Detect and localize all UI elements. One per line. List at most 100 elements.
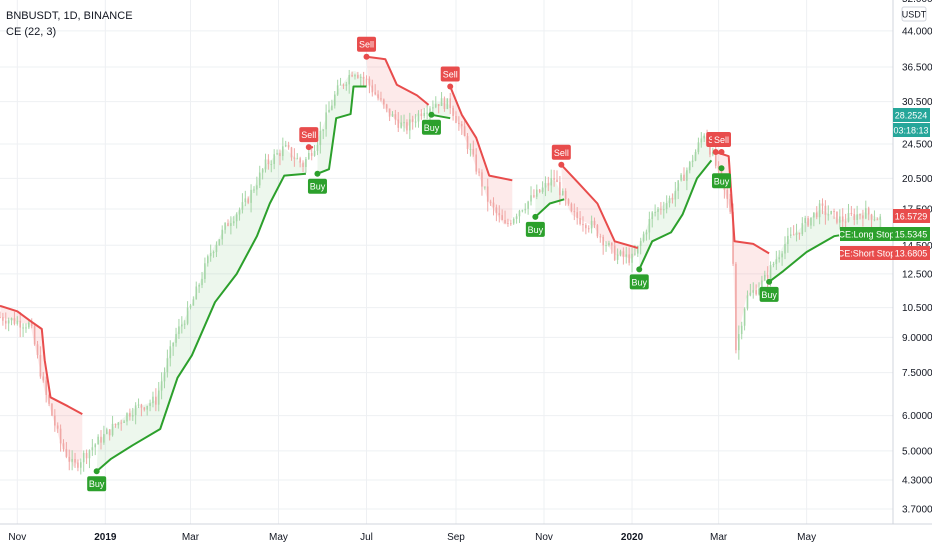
time-scale[interactable]: Nov 2019 Mar May Jul Sep Nov 2020 Mar May xyxy=(8,532,816,543)
candle-body xyxy=(192,299,195,306)
candle-body xyxy=(446,98,449,109)
candle-body xyxy=(876,219,879,221)
candle-body xyxy=(507,222,509,224)
candle-body xyxy=(833,211,835,213)
candle-body xyxy=(377,94,379,99)
candle-body xyxy=(108,429,111,436)
candle-body xyxy=(56,425,59,429)
candle-body xyxy=(662,209,665,211)
candle-body xyxy=(740,325,743,335)
candle-body xyxy=(729,198,731,212)
candle-body xyxy=(103,433,105,443)
candle-body xyxy=(51,403,53,416)
candle-body xyxy=(587,228,590,230)
candle-body xyxy=(862,215,864,219)
candle-body xyxy=(792,234,795,236)
candle-body xyxy=(735,263,737,351)
candle-body xyxy=(169,346,172,359)
candle-body xyxy=(541,187,544,192)
short-fill-area xyxy=(561,164,638,259)
candle-body xyxy=(697,142,700,153)
buy-signal[interactable]: Buy xyxy=(629,266,649,290)
candle-body xyxy=(134,405,137,416)
candle-body xyxy=(296,158,299,160)
buy-signal[interactable]: Buy xyxy=(759,278,779,302)
buy-signal[interactable]: Buy xyxy=(711,165,731,189)
candle-body xyxy=(131,415,134,417)
candle-body xyxy=(437,104,440,106)
buy-signal[interactable]: Buy xyxy=(307,170,327,194)
buy-signal[interactable]: Buy xyxy=(421,111,441,135)
signal-dot xyxy=(636,266,643,273)
candle-body xyxy=(157,390,160,405)
candle-body xyxy=(853,214,856,220)
candle-body xyxy=(789,234,792,236)
buy-signal[interactable]: Buy xyxy=(525,213,545,237)
signal-dot xyxy=(718,165,725,172)
candle-body xyxy=(302,162,304,167)
candle-body xyxy=(642,234,645,242)
candle-body xyxy=(22,327,24,329)
candle-body xyxy=(140,404,143,408)
sell-signal[interactable]: Sell xyxy=(440,66,460,90)
signal-label: Buy xyxy=(310,182,326,192)
candle-body xyxy=(512,218,515,224)
long-fill-area xyxy=(535,179,565,217)
candle-body xyxy=(258,172,261,186)
currency-box[interactable] xyxy=(901,6,927,22)
signal-label-box xyxy=(357,36,377,52)
signal-label: Buy xyxy=(761,290,777,300)
sell-signal[interactable]: Sell xyxy=(551,144,571,168)
candle-body xyxy=(45,380,47,396)
candle-body xyxy=(432,107,434,109)
signal-label: Sell xyxy=(714,135,729,145)
sell-signal[interactable]: Sell xyxy=(299,127,319,151)
candle-body xyxy=(677,180,680,191)
candle-body xyxy=(155,396,157,405)
candle-body xyxy=(181,324,183,327)
sell-signal[interactable]: Sell xyxy=(357,36,377,60)
candle-body xyxy=(504,219,506,223)
candle-body xyxy=(71,458,73,462)
candle-body xyxy=(10,318,13,321)
candle-body xyxy=(732,211,734,264)
candle-body xyxy=(864,208,867,219)
price-tick-label: 10.5000 xyxy=(902,303,932,314)
candle-body xyxy=(547,183,550,186)
candle-body xyxy=(746,295,749,309)
candle-body xyxy=(830,211,832,215)
candle-body xyxy=(553,178,555,180)
candle-body xyxy=(270,164,273,166)
candle-body xyxy=(322,129,325,131)
time-tick-label: 2020 xyxy=(621,532,644,543)
candle-body xyxy=(126,413,128,422)
candle-body xyxy=(694,152,697,161)
candle-body xyxy=(0,317,1,319)
sell-signal[interactable]: Sell xyxy=(711,132,731,156)
buy-signal[interactable]: Buy xyxy=(87,468,107,492)
short-fill-area xyxy=(366,56,429,129)
candle-body xyxy=(85,452,88,459)
candle-body xyxy=(111,423,114,436)
signal-label: Sell xyxy=(359,40,374,50)
candle-body xyxy=(30,322,33,327)
candle-body xyxy=(634,253,636,255)
candle-body xyxy=(495,207,498,214)
candle-body xyxy=(475,154,477,172)
candle-body xyxy=(279,153,281,157)
candle-body xyxy=(639,241,642,246)
candle-body xyxy=(498,213,501,216)
candle-body xyxy=(409,119,411,131)
candle-body xyxy=(4,320,7,324)
candle-body xyxy=(518,210,521,217)
signal-label-box xyxy=(525,221,545,237)
candle-body xyxy=(149,403,151,406)
signal-label: Sell xyxy=(301,130,316,140)
signal-label-box xyxy=(759,286,779,302)
candle-body xyxy=(674,190,677,200)
candle-body xyxy=(120,422,123,424)
signal-label-box xyxy=(551,144,571,160)
candle-body xyxy=(665,203,668,210)
time-tick-label: Mar xyxy=(710,532,728,543)
